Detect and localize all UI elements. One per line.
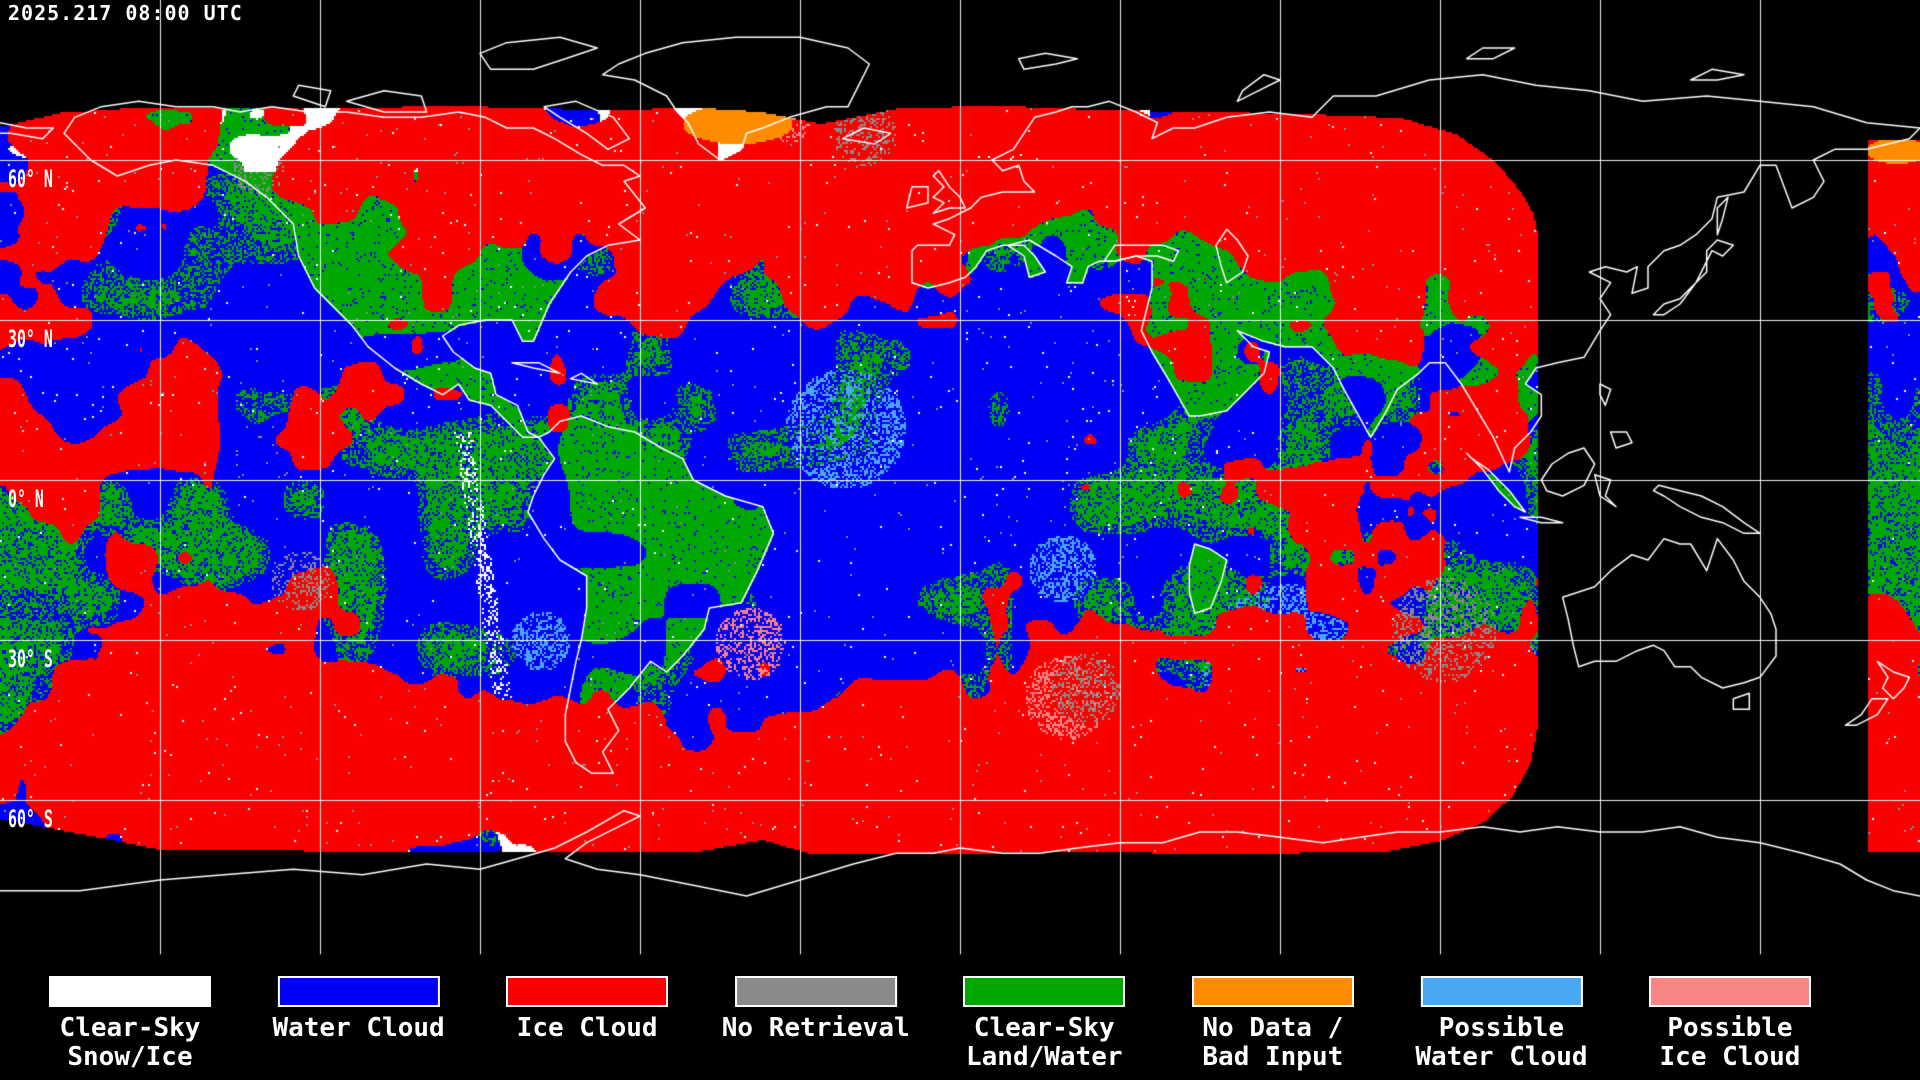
world-map-canvas [0,0,1920,1080]
cloud-phase-product-screen: 2025.217 08:00 UTC 60° N 30° N 0° N 30° S 60… [0,0,1920,1080]
